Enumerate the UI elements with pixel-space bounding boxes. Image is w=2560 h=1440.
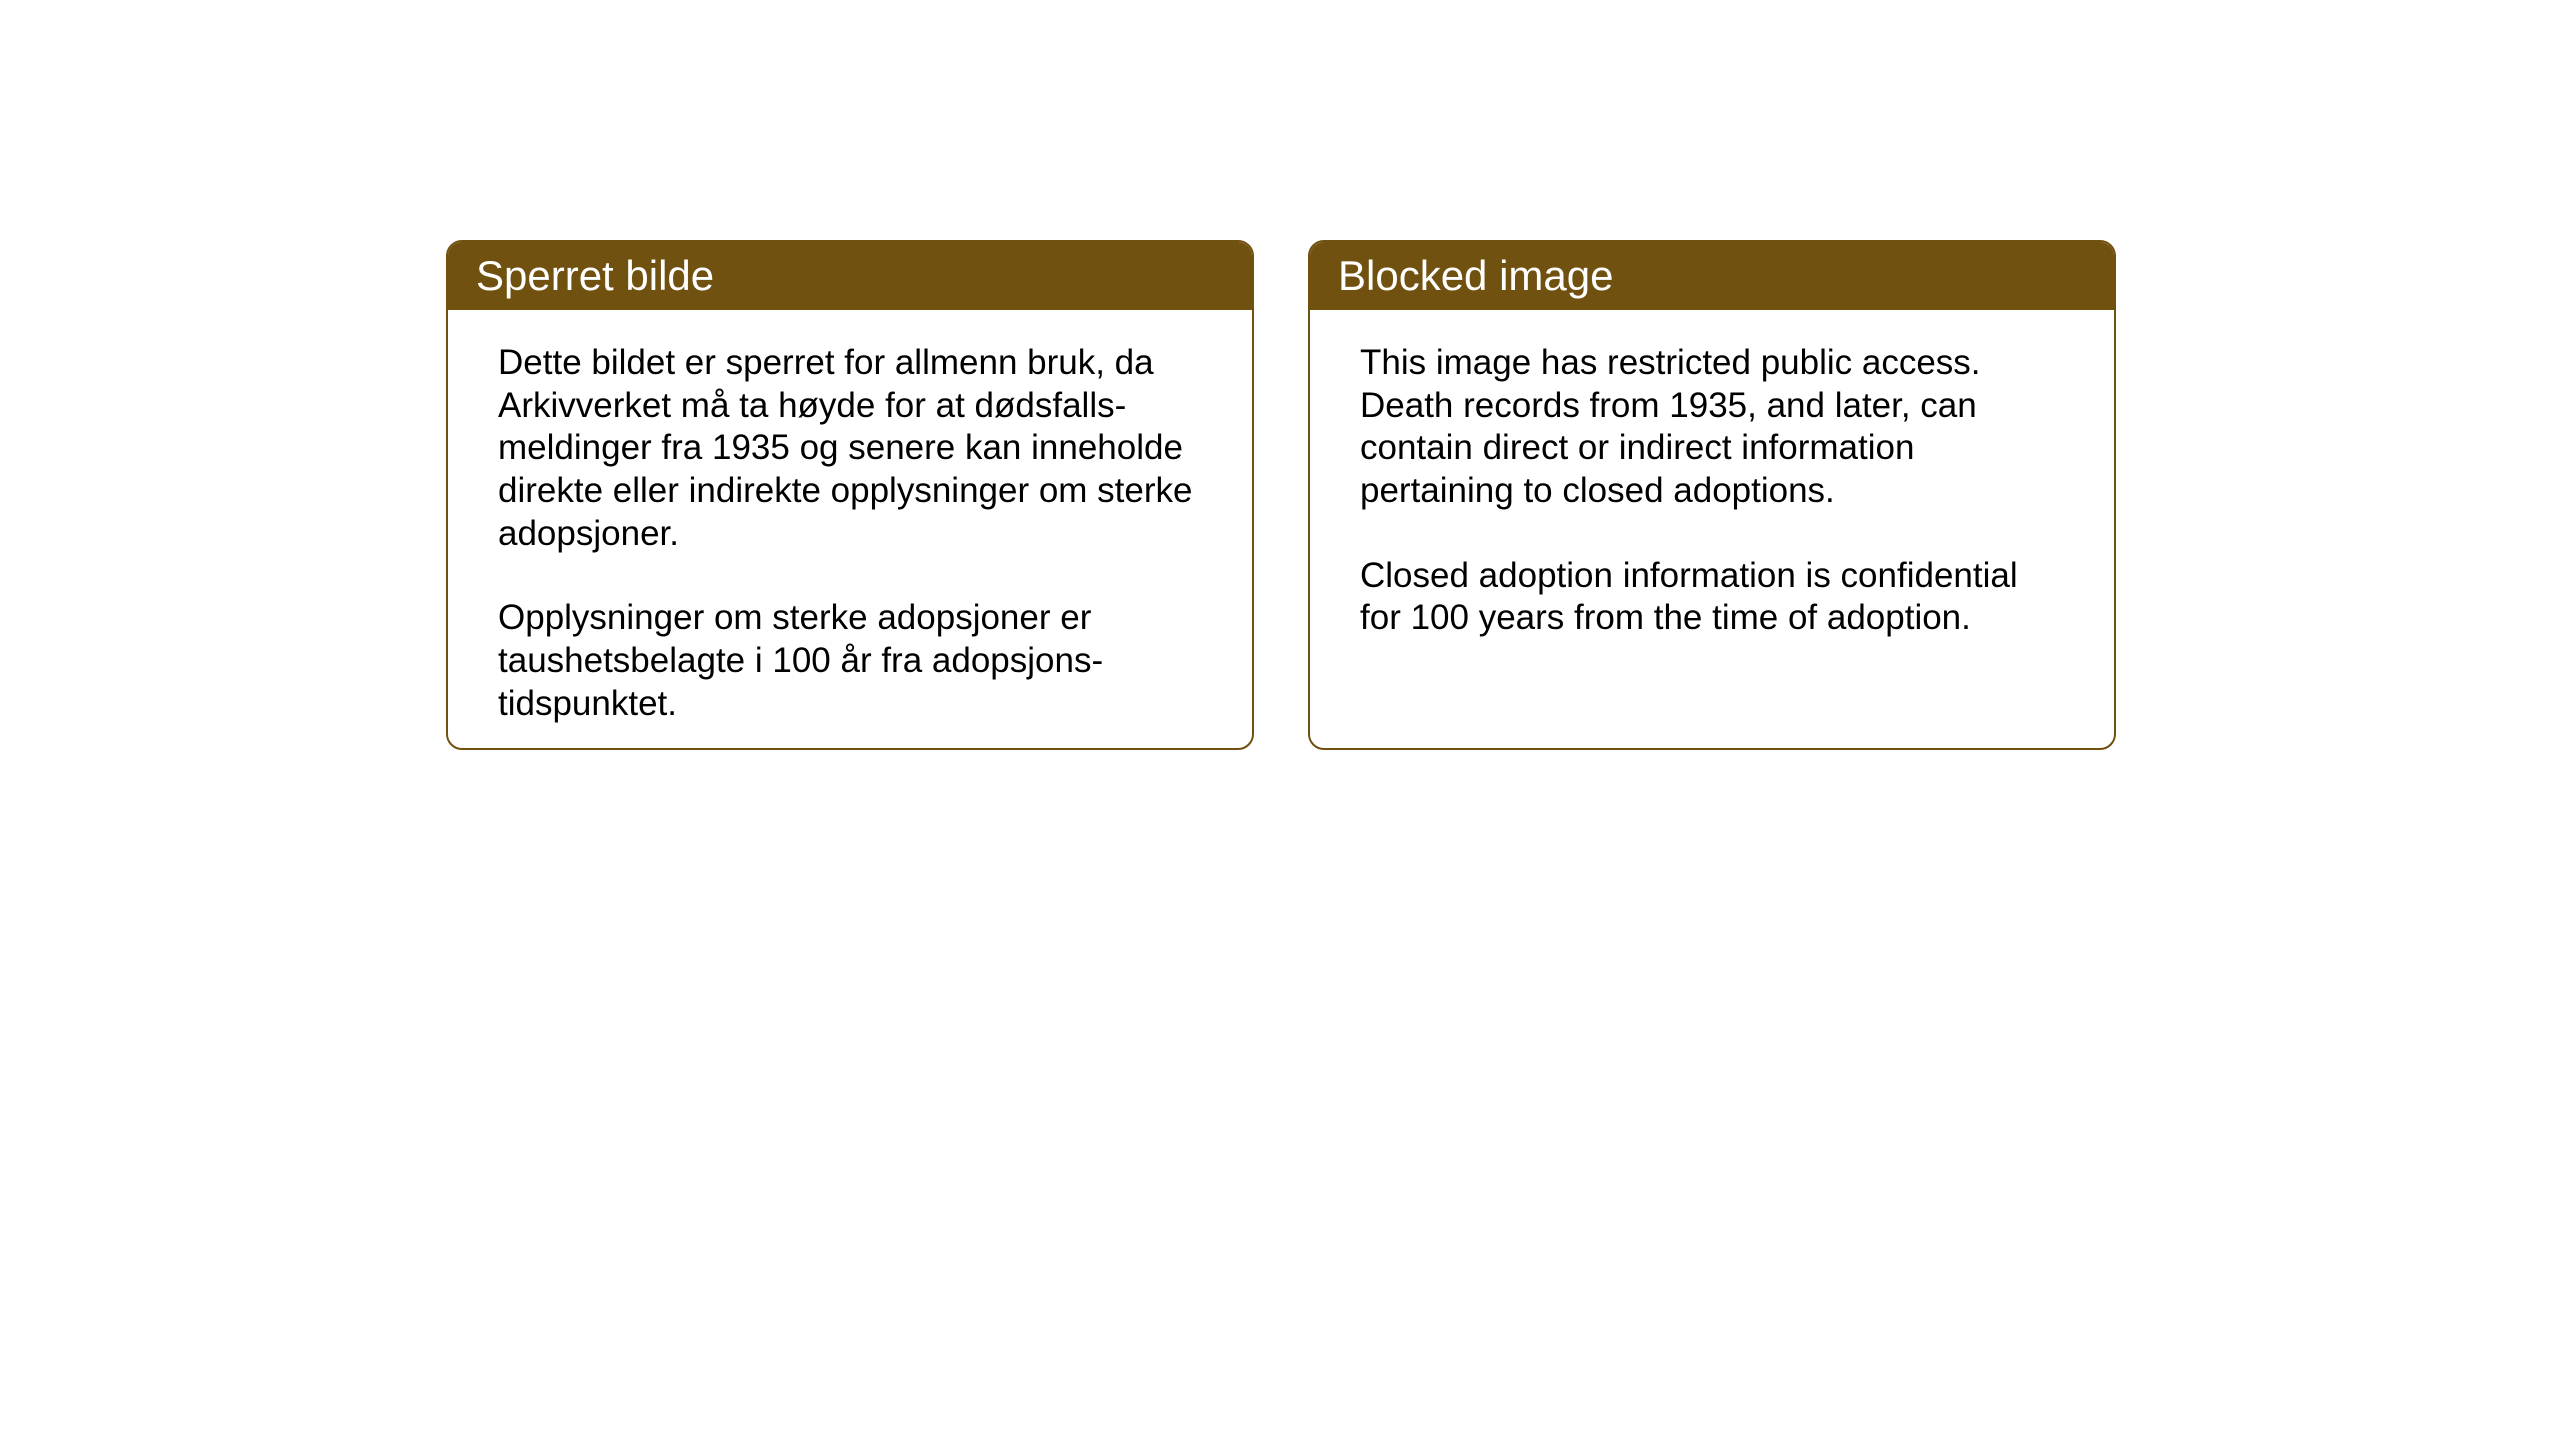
card-paragraph-1-norwegian: Dette bildet er sperret for allmenn bruk… <box>498 342 1202 555</box>
notice-container: Sperret bilde Dette bildet er sperret fo… <box>446 240 2116 750</box>
card-header-norwegian: Sperret bilde <box>448 242 1252 310</box>
card-header-english: Blocked image <box>1310 242 2114 310</box>
card-paragraph-2-english: Closed adoption information is confident… <box>1360 555 2064 640</box>
notice-card-norwegian: Sperret bilde Dette bildet er sperret fo… <box>446 240 1254 750</box>
notice-card-english: Blocked image This image has restricted … <box>1308 240 2116 750</box>
card-paragraph-2-norwegian: Opplysninger om sterke adopsjoner er tau… <box>498 597 1202 725</box>
card-title-english: Blocked image <box>1338 252 1613 299</box>
card-body-english: This image has restricted public access.… <box>1310 310 2114 672</box>
card-title-norwegian: Sperret bilde <box>476 252 714 299</box>
card-paragraph-1-english: This image has restricted public access.… <box>1360 342 2064 513</box>
card-body-norwegian: Dette bildet er sperret for allmenn bruk… <box>448 310 1252 750</box>
